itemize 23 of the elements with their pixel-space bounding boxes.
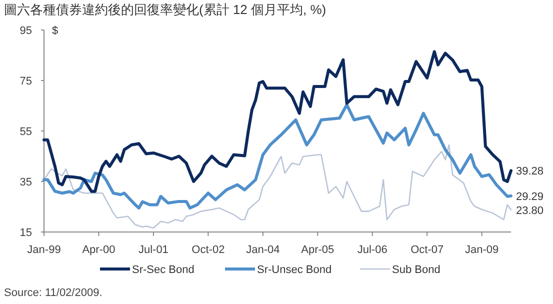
annotation: 29.29 [516, 190, 544, 203]
y-tick-label: 35 [20, 176, 32, 188]
y-tick-label: 15 [20, 227, 32, 239]
legend-label: Sr-Unsec Bond [257, 264, 332, 276]
legend-label: Sub Bond [392, 264, 440, 276]
x-tick-label: Apr-05 [301, 244, 334, 256]
legend-label: Sr-Sec Bond [132, 264, 194, 276]
x-tick-label: Oct-07 [410, 244, 444, 256]
y-tick-label: 75 [20, 76, 32, 88]
y-axis-title: $ [52, 25, 58, 37]
x-tick-label: Jan-09 [464, 244, 499, 256]
x-tick-label: Jan-04 [246, 244, 280, 256]
y-tick-label: 95 [20, 25, 32, 37]
x-tick-label: Jan-99 [27, 244, 61, 256]
x-tick-label: Oct-02 [192, 244, 225, 256]
y-tick-label: 55 [20, 126, 32, 138]
x-tick-label: Apr-00 [82, 244, 116, 256]
source-note: Source: 11/02/2009. [4, 287, 102, 299]
x-tick-label: Jul-06 [357, 244, 388, 256]
annotation: 23.80 [516, 204, 544, 217]
chart-title: 圖六各種債券違約後的回復率變化(累計 12 個月平均, %) [4, 2, 326, 17]
annotation: 39.28 [516, 166, 544, 178]
x-tick-label: Jul-01 [138, 244, 168, 256]
